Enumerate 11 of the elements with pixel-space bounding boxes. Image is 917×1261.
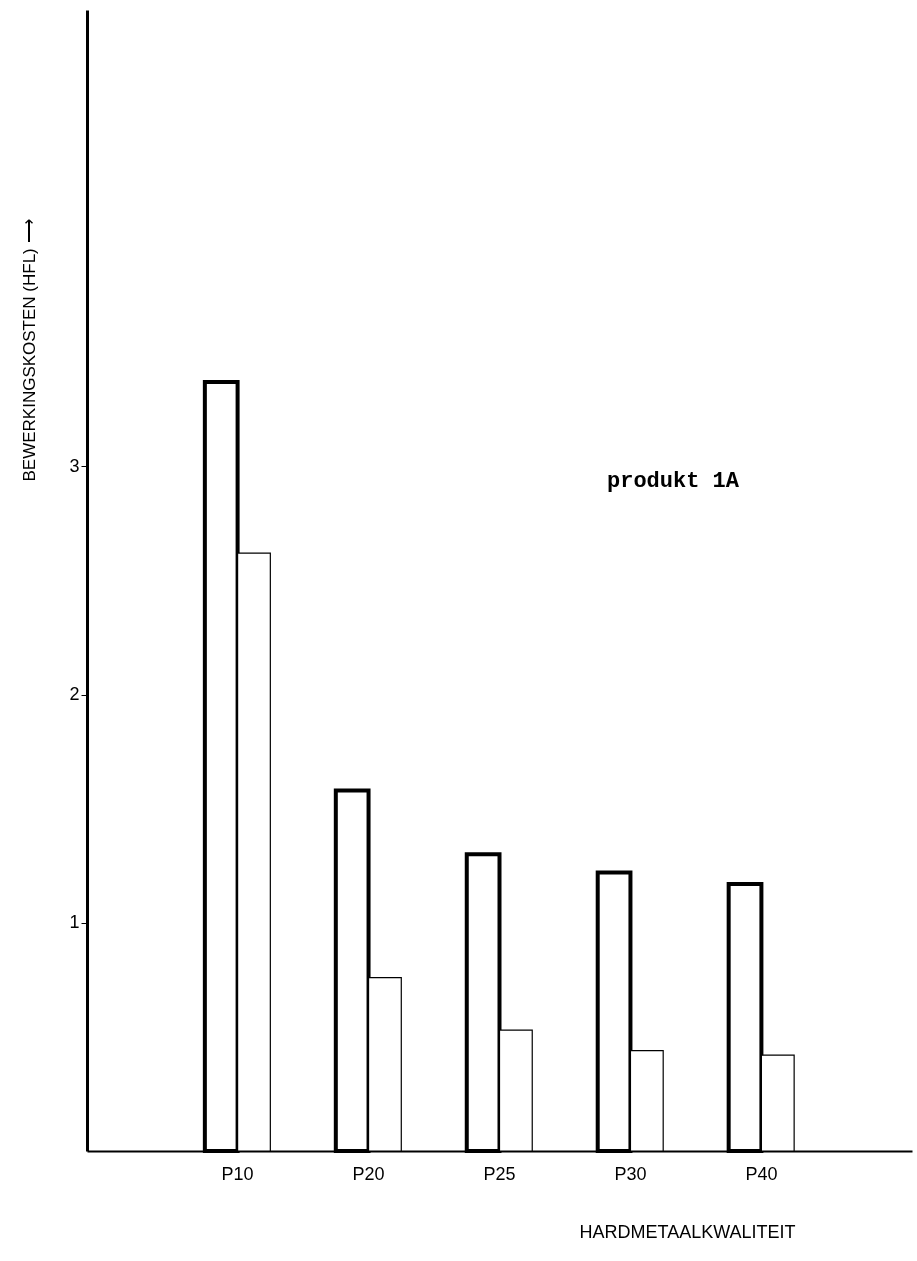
y-tick-label: 3 <box>69 455 80 476</box>
y-tick-label: 1 <box>69 912 80 933</box>
x-tick-label: P30 <box>614 1163 647 1184</box>
annotation: produkt 1A <box>607 469 740 494</box>
x-tick-label: P40 <box>745 1163 778 1184</box>
x-tick-label: P20 <box>352 1163 385 1184</box>
y-tick-label: 2 <box>69 684 80 705</box>
y-axis-title: BEWERKINGSKOSTEN (HFL) ⟶ <box>20 219 40 482</box>
x-tick-label: P25 <box>483 1163 516 1184</box>
x-axis-title: HARDMETAALKWALITEIT <box>579 1221 796 1242</box>
x-tick-label: P10 <box>221 1163 254 1184</box>
